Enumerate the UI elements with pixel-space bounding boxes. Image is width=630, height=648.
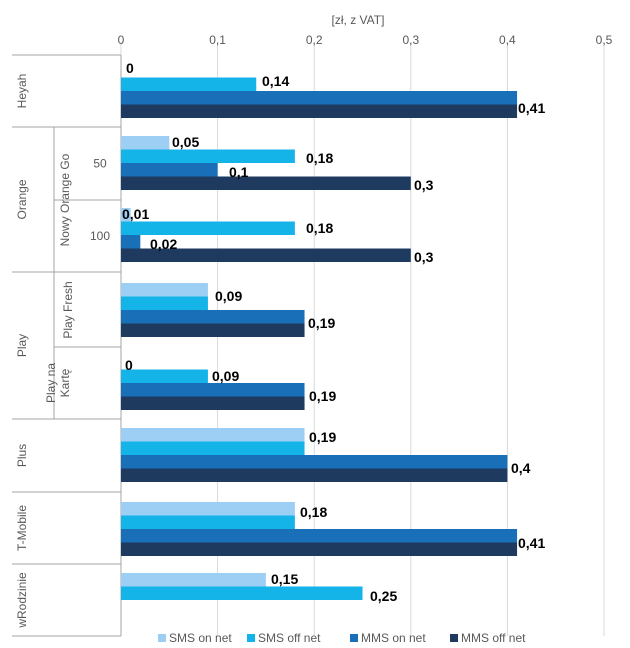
data-label: 0,1	[229, 164, 249, 180]
x-tick-label: 0,1	[209, 33, 226, 47]
x-tick-label: 0,5	[596, 33, 613, 47]
bar-sms-off-net	[121, 221, 295, 235]
data-label: 0,3	[414, 177, 434, 193]
bar-mms-on-net	[121, 310, 305, 324]
bar-sms-off-net	[121, 149, 295, 163]
operator-label: Heyah	[15, 74, 29, 109]
legend: SMS on net SMS off net MMS on net MMS off n…	[158, 631, 526, 645]
bar-sms-off-net	[121, 515, 295, 529]
unit-label: [zł, z VAT]	[332, 13, 385, 27]
bar-mms-on-net	[121, 455, 508, 469]
bar-mms-off-net	[121, 396, 305, 410]
bar-sms-on-net	[121, 573, 266, 587]
data-label: 0,3	[414, 249, 434, 265]
data-label: 0,18	[300, 504, 327, 520]
plan-label: 100	[90, 229, 110, 243]
data-label: 0,41	[518, 100, 545, 116]
data-label: 0,15	[271, 571, 298, 587]
bar-mms-off-net	[121, 542, 518, 556]
bars	[121, 77, 518, 600]
data-labels: 0 0,14 0,41 0,05 0,18 0,1 0,3 0,01 0,18 0,02 0,3 0,…	[122, 60, 545, 604]
legend-swatch	[158, 634, 166, 642]
legend-swatch	[247, 634, 255, 642]
bar-mms-on-net	[121, 235, 141, 249]
data-label: 0,02	[150, 236, 177, 252]
legend-swatch	[350, 634, 358, 642]
bar-mms-on-net	[121, 529, 518, 543]
data-label: 0,09	[212, 368, 239, 384]
data-label: 0,41	[518, 535, 545, 551]
operator-label: Orange	[15, 179, 29, 219]
data-label: 0,4	[511, 460, 531, 476]
data-label: 0,09	[215, 288, 242, 304]
x-tick-label: 0,3	[402, 33, 419, 47]
bar-sms-on-net	[121, 208, 131, 222]
x-tick-labels: 0 0,1 0,2 0,3 0,4 0,5	[118, 33, 613, 47]
bar-sms-off-net	[121, 369, 208, 383]
bar-sms-off-net	[121, 441, 305, 455]
bar-mms-off-net	[121, 104, 518, 118]
data-label: 0,19	[309, 388, 336, 404]
data-label: 0,19	[308, 315, 335, 331]
bar-sms-off-net	[121, 586, 363, 600]
bar-sms-on-net	[121, 283, 208, 297]
data-label: 0,14	[262, 73, 289, 89]
x-tick-label: 0	[118, 33, 125, 47]
bar-sms-on-net	[121, 502, 295, 516]
legend-label: MMS off net	[461, 631, 526, 645]
operator-label: wRodzinie	[15, 572, 29, 629]
bar-mms-on-net	[121, 163, 218, 177]
legend-swatch	[450, 634, 458, 642]
plan-label: Play Fresh	[61, 281, 75, 338]
bar-mms-on-net	[121, 91, 518, 105]
bar-mms-off-net	[121, 176, 411, 190]
operator-label: T-Mobile	[15, 505, 29, 551]
plan-label: 50	[93, 157, 107, 171]
data-label: 0,01	[122, 206, 149, 222]
data-label: 0,18	[306, 150, 333, 166]
data-label: 0,18	[306, 220, 333, 236]
legend-label: MMS on net	[361, 631, 426, 645]
bar-sms-on-net	[121, 136, 170, 150]
bar-mms-off-net	[121, 323, 305, 337]
bar-sms-on-net	[121, 428, 305, 442]
operator-label: Play	[15, 334, 29, 357]
operator-label: Plus	[15, 444, 29, 467]
bar-sms-off-net	[121, 77, 257, 91]
data-label: 0,05	[172, 134, 199, 150]
bar-mms-off-net	[121, 248, 411, 262]
data-label: 0	[125, 357, 133, 373]
data-label: 0	[126, 60, 134, 76]
bar-mms-on-net	[121, 383, 305, 397]
plan-label: Play naKartę	[44, 363, 72, 403]
bar-mms-off-net	[121, 468, 508, 482]
legend-label: SMS off net	[258, 631, 321, 645]
x-tick-label: 0,4	[499, 33, 516, 47]
x-tick-label: 0,2	[306, 33, 323, 47]
bar-sms-off-net	[121, 296, 208, 310]
data-label: 0,19	[309, 429, 336, 445]
legend-label: SMS on net	[169, 631, 232, 645]
data-label: 0,25	[370, 588, 397, 604]
category-axis: Heyah Orange Play Plus T-Mobile wRodzinie Nowy…	[12, 54, 122, 637]
orange-sublabel: Nowy Orange Go	[58, 153, 72, 246]
